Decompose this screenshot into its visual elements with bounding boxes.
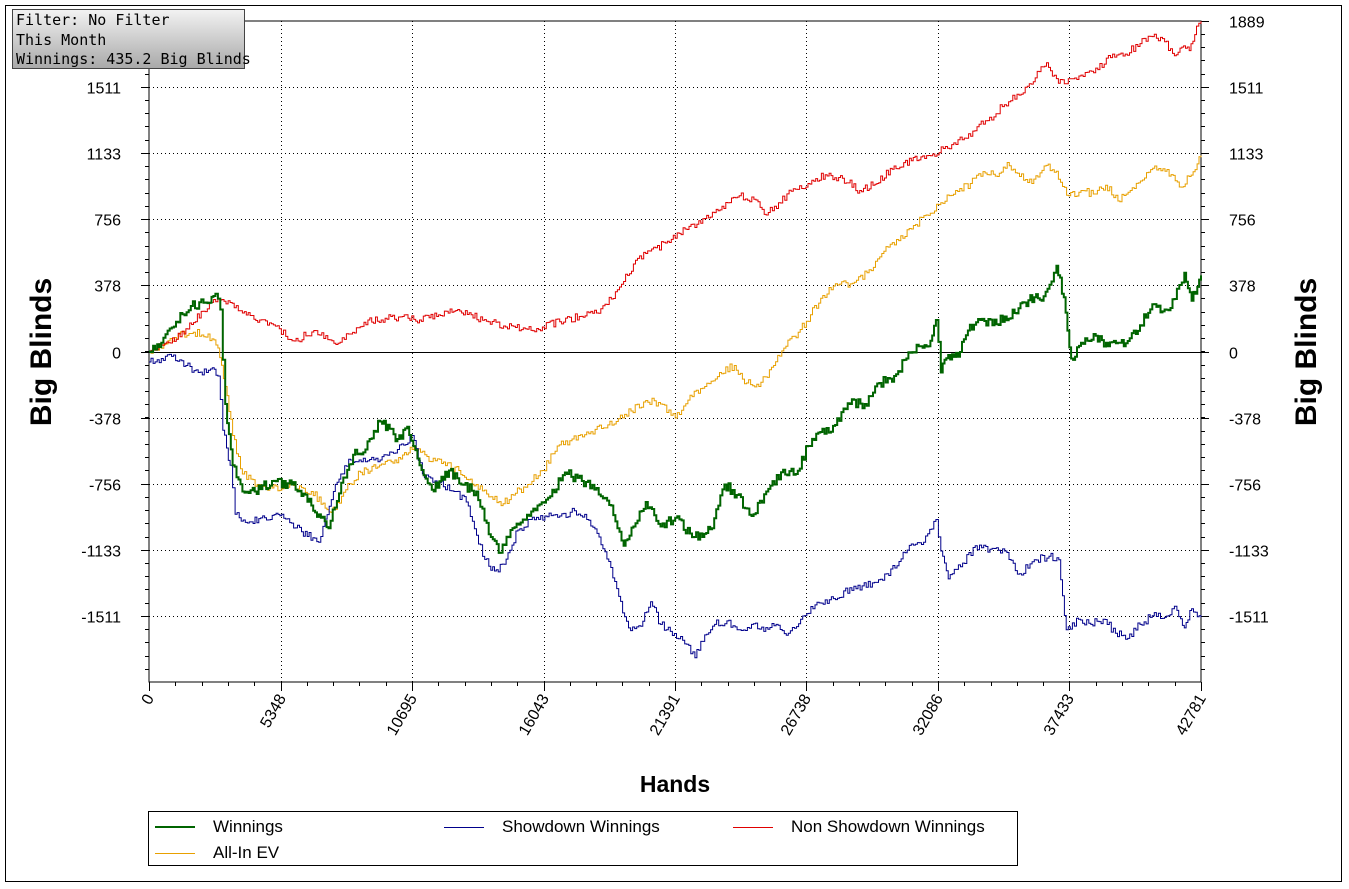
y-tick-label-left: -756 [89,478,121,495]
series-line-winnings [149,264,1202,554]
legend-item-non-showdown: Non Showdown Winnings [733,817,985,837]
legend-swatch-winnings [155,826,195,828]
y-tick-label-right: -378 [1229,412,1261,429]
y-tick-label-right: 1133 [1229,147,1264,164]
y-tick-label-left: 756 [94,213,121,230]
legend-label-winnings: Winnings [213,817,283,836]
x-tick-label: 5348 [257,691,290,730]
x-tick-label: 42781 [1173,691,1210,738]
axes: 0 5348 10695 16043 21391 26738 32086 37433 42781… [81,15,1269,739]
legend: Winnings Showdown Winnings Non Showdown … [148,811,1018,866]
legend-label-showdown: Showdown Winnings [502,817,660,836]
y-tick-label-right: 1511 [1229,81,1264,98]
y-tick-label-left: -378 [89,412,121,429]
series-lines [149,21,1202,659]
legend-swatch-showdown [444,826,484,828]
plot-area-border [148,20,1202,683]
x-tick-label: 21391 [647,691,684,738]
legend-item-winnings: Winnings [155,817,283,837]
y-tick-label-right: 378 [1229,279,1256,296]
x-tick-label: 26738 [778,691,815,738]
info-box: Filter: No Filter This Month Winnings: 4… [12,9,251,69]
legend-label-non-showdown: Non Showdown Winnings [791,817,985,836]
y-tick-label-left: 0 [112,346,121,363]
x-tick-label: 37433 [1041,691,1078,738]
legend-swatch-allin-ev [155,852,195,854]
period-text: This Month [16,30,107,49]
y-tick-label-left: -1511 [81,610,121,627]
legend-label-allin-ev: All-In EV [213,843,280,862]
series-line-non-showdown-winnings [149,21,1202,352]
legend-item-showdown: Showdown Winnings [444,817,660,837]
y-axis-title-right: Big Blinds [1290,278,1323,426]
y-tick-label-right: 756 [1229,213,1256,230]
filter-text: Filter: No Filter [16,11,170,29]
chart-frame [5,5,1342,882]
legend-item-allin-ev: All-In EV [155,843,279,863]
y-tick-label-left: 1511 [87,81,122,98]
y-tick-label-left: -1133 [81,544,121,561]
y-tick-label-right: -1133 [1229,544,1269,561]
series-line-showdown-winnings [149,353,1202,659]
y-tick-label-left: 1133 [87,147,122,164]
x-tick-label: 16043 [516,691,553,738]
x-tick-label: 32086 [910,691,947,738]
y-tick-label-right: -756 [1229,478,1261,495]
legend-swatch-non-showdown [733,826,773,828]
y-tick-label-right: 0 [1229,346,1238,363]
series-line-all-in-ev [149,155,1202,513]
x-axis-title: Hands [640,771,710,797]
grid [149,21,1201,682]
x-tick-label: 10695 [384,691,421,738]
winnings-text: Winnings: 435.2 Big Blinds [16,50,251,68]
y-tick-label-right: 1889 [1229,15,1265,32]
x-tick-label: 0 [139,691,158,707]
y-tick-label-right: -1511 [1229,610,1269,627]
y-axis-title-left: Big Blinds [25,278,58,426]
y-tick-label-left: 378 [94,279,121,296]
